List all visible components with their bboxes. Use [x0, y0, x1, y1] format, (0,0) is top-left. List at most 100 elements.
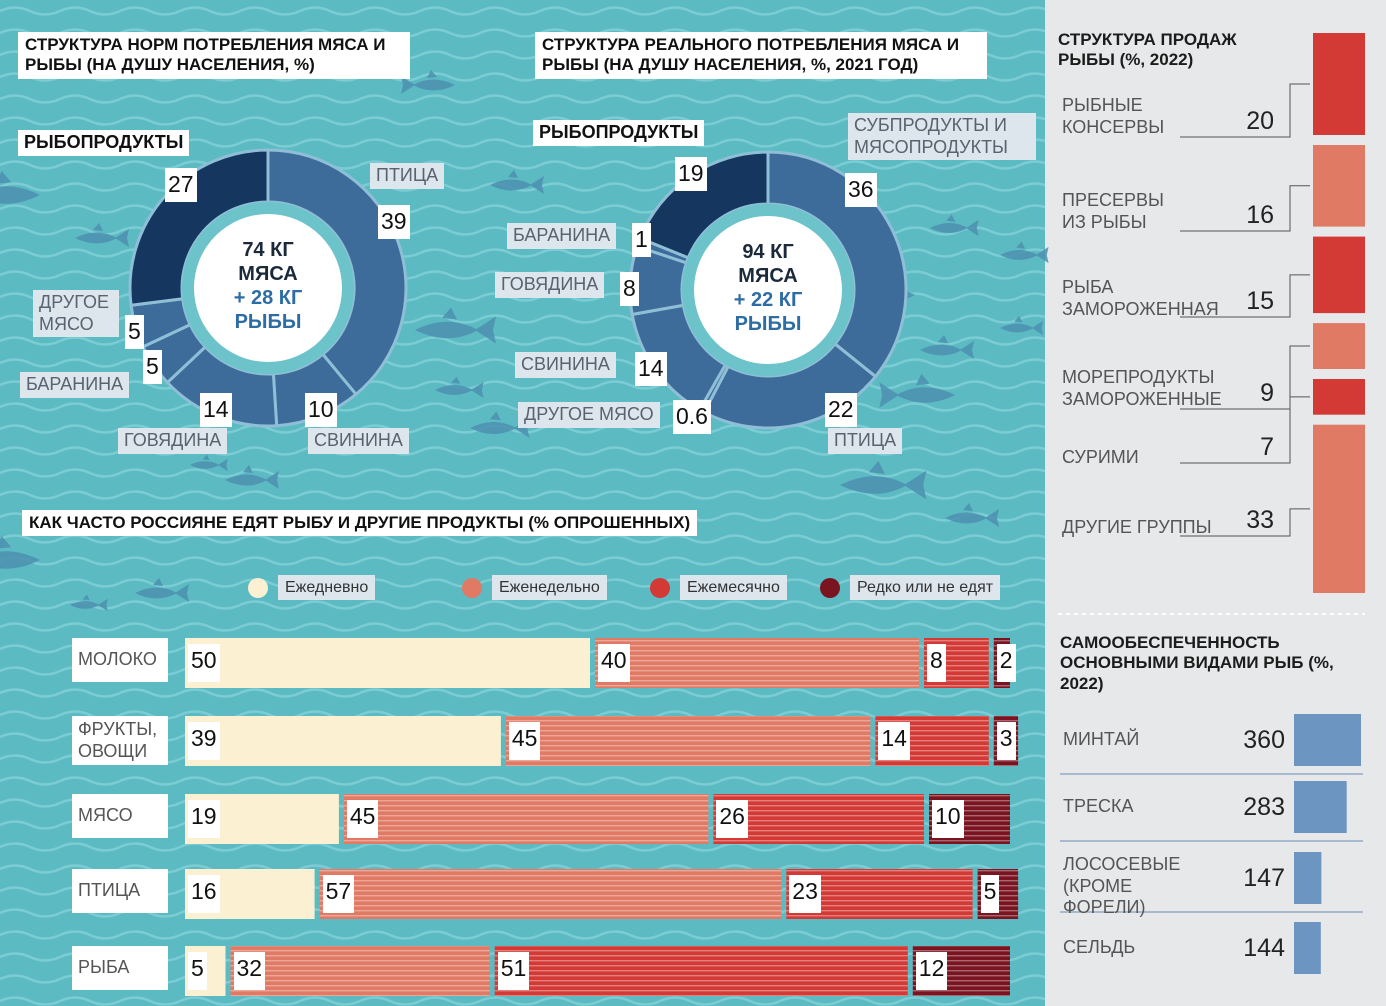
value-label: 32: [234, 952, 266, 990]
infographic: СТРУКТУРА НОРМ ПОТРЕБЛЕНИЯ МЯСА И РЫБЫ (…: [0, 0, 1386, 1006]
center-text: МЯСА: [698, 264, 838, 288]
chart-title: САМООБЕСПЕЧЕННОСТЬ ОСНОВНЫМИ ВИДАМИ РЫБ …: [1060, 633, 1360, 694]
category-label: СУРИМИ: [1062, 447, 1152, 469]
chart-title: СТРУКТУРА ПРОДАЖ РЫБЫ (%, 2022): [1058, 30, 1268, 71]
value-label: 40: [598, 644, 630, 682]
value-label: 9: [1212, 378, 1274, 408]
value-label: 23: [789, 875, 821, 913]
bar-stripes: [595, 638, 919, 688]
value-label: 360: [1215, 725, 1285, 755]
slice-label: РЫБОПРОДУКТЫ: [18, 130, 189, 156]
bar: [1294, 714, 1361, 766]
value-label: 283: [1215, 792, 1285, 822]
value-label: 19: [188, 800, 220, 838]
value-label: 45: [347, 800, 379, 838]
bar-stripes: [320, 869, 782, 919]
value-label: 16: [188, 875, 220, 913]
slice-label: БАРАНИНА: [507, 223, 616, 249]
value-label: 33: [1212, 505, 1274, 535]
bar-segment: [1313, 379, 1365, 415]
slice-label: ГОВЯДИНА: [495, 272, 604, 298]
value-label: 144: [1215, 933, 1285, 963]
category-label: РЫБА ЗАМОРОЖЕННАЯ: [1062, 277, 1154, 320]
value-label: 5: [143, 350, 162, 384]
value-label: 3: [997, 722, 1016, 760]
value-label: 5: [125, 315, 144, 349]
legend-swatch: [462, 578, 482, 598]
center-text: РЫБЫ: [198, 310, 338, 334]
legend-label: Редко или не едят: [850, 575, 1000, 600]
bar-segment: [1313, 323, 1365, 369]
value-label: 39: [378, 205, 410, 239]
value-label: 10: [932, 800, 964, 838]
center-text: 74 КГ: [198, 238, 338, 262]
legend-swatch: [248, 578, 268, 598]
bar: [1294, 922, 1321, 974]
row-label: РЫБА: [72, 946, 168, 990]
value-label: 2: [997, 644, 1016, 682]
category-label: ЛОСОСЕВЫЕ (КРОМЕ ФОРЕЛИ): [1063, 854, 1193, 919]
slice-label: СВИНИНА: [308, 428, 409, 454]
legend-label: Ежемесячно: [680, 575, 787, 600]
category-label: ПРЕСЕРВЫ ИЗ РЫБЫ: [1062, 190, 1177, 233]
legend-swatch: [820, 578, 840, 598]
bar-segment: [1313, 145, 1365, 227]
slice-label: ДРУГОЕ МЯСО: [33, 290, 119, 337]
chart-title: СТРУКТУРА РЕАЛЬНОГО ПОТРЕБЛЕНИЯ МЯСА И Р…: [535, 32, 987, 79]
value-label: 147: [1215, 863, 1285, 893]
slice-label: ПТИЦА: [828, 428, 902, 454]
bar-stripes: [495, 946, 908, 996]
chart-title: СТРУКТУРА НОРМ ПОТРЕБЛЕНИЯ МЯСА И РЫБЫ (…: [18, 32, 410, 79]
value-label: 39: [188, 722, 220, 760]
value-label: 10: [305, 393, 337, 427]
row-label: ФРУКТЫ, ОВОЩИ: [72, 716, 168, 765]
category-label: РЫБНЫЕ КОНСЕРВЫ: [1062, 95, 1187, 138]
value-label: 16: [1212, 200, 1274, 230]
value-label: 14: [635, 352, 667, 386]
category-label: МИНТАЙ: [1063, 729, 1193, 751]
value-label: 26: [716, 800, 748, 838]
center-text: МЯСА: [198, 262, 338, 286]
value-label: 51: [498, 952, 530, 990]
value-label: 15: [1212, 286, 1274, 316]
center-text: 94 КГ: [698, 240, 838, 264]
slice-label: ПТИЦА: [370, 163, 444, 189]
bar-stripes: [506, 716, 871, 766]
legend-label: Ежедневно: [278, 575, 375, 600]
center-text: + 22 КГ: [698, 288, 838, 312]
value-label: 22: [825, 393, 857, 427]
category-label: ТРЕСКА: [1063, 796, 1193, 818]
value-label: 57: [323, 875, 355, 913]
value-label: 50: [188, 644, 220, 682]
value-label: 8: [927, 644, 946, 682]
bar-stripes: [231, 946, 490, 996]
category-label: СЕЛЬДЬ: [1063, 937, 1193, 959]
bar-segment: [1313, 237, 1365, 314]
row-label: ПТИЦА: [72, 869, 168, 913]
value-label: 27: [165, 168, 197, 202]
value-label: 14: [200, 393, 232, 427]
value-label: 1: [632, 223, 651, 257]
value-label: 14: [878, 722, 910, 760]
slice-label: БАРАНИНА: [20, 372, 129, 398]
value-label: 5: [188, 952, 207, 990]
legend-label: Еженедельно: [492, 575, 607, 600]
center-text: + 28 КГ: [198, 286, 338, 310]
row-label: МЯСО: [72, 794, 168, 838]
value-label: 0.6: [673, 400, 711, 434]
value-label: 45: [509, 722, 541, 760]
value-label: 19: [675, 157, 707, 191]
row-label: МОЛОКО: [72, 638, 168, 682]
bar: [1294, 781, 1347, 833]
slice-label: ДРУГОЕ МЯСО: [518, 402, 660, 428]
value-label: 36: [845, 173, 877, 207]
slice-label: СУБПРОДУКТЫ И МЯСОПРОДУКТЫ: [848, 113, 1036, 160]
chart-title: КАК ЧАСТО РОССИЯНЕ ЕДЯТ РЫБУ И ДРУГИЕ ПР…: [22, 510, 697, 536]
bar-segment: [185, 716, 501, 766]
slice-label: РЫБОПРОДУКТЫ: [533, 120, 704, 146]
value-label: 7: [1212, 432, 1274, 462]
center-text: РЫБЫ: [698, 312, 838, 336]
legend-swatch: [650, 578, 670, 598]
bar: [1294, 852, 1321, 904]
bar-segment: [1313, 33, 1365, 135]
